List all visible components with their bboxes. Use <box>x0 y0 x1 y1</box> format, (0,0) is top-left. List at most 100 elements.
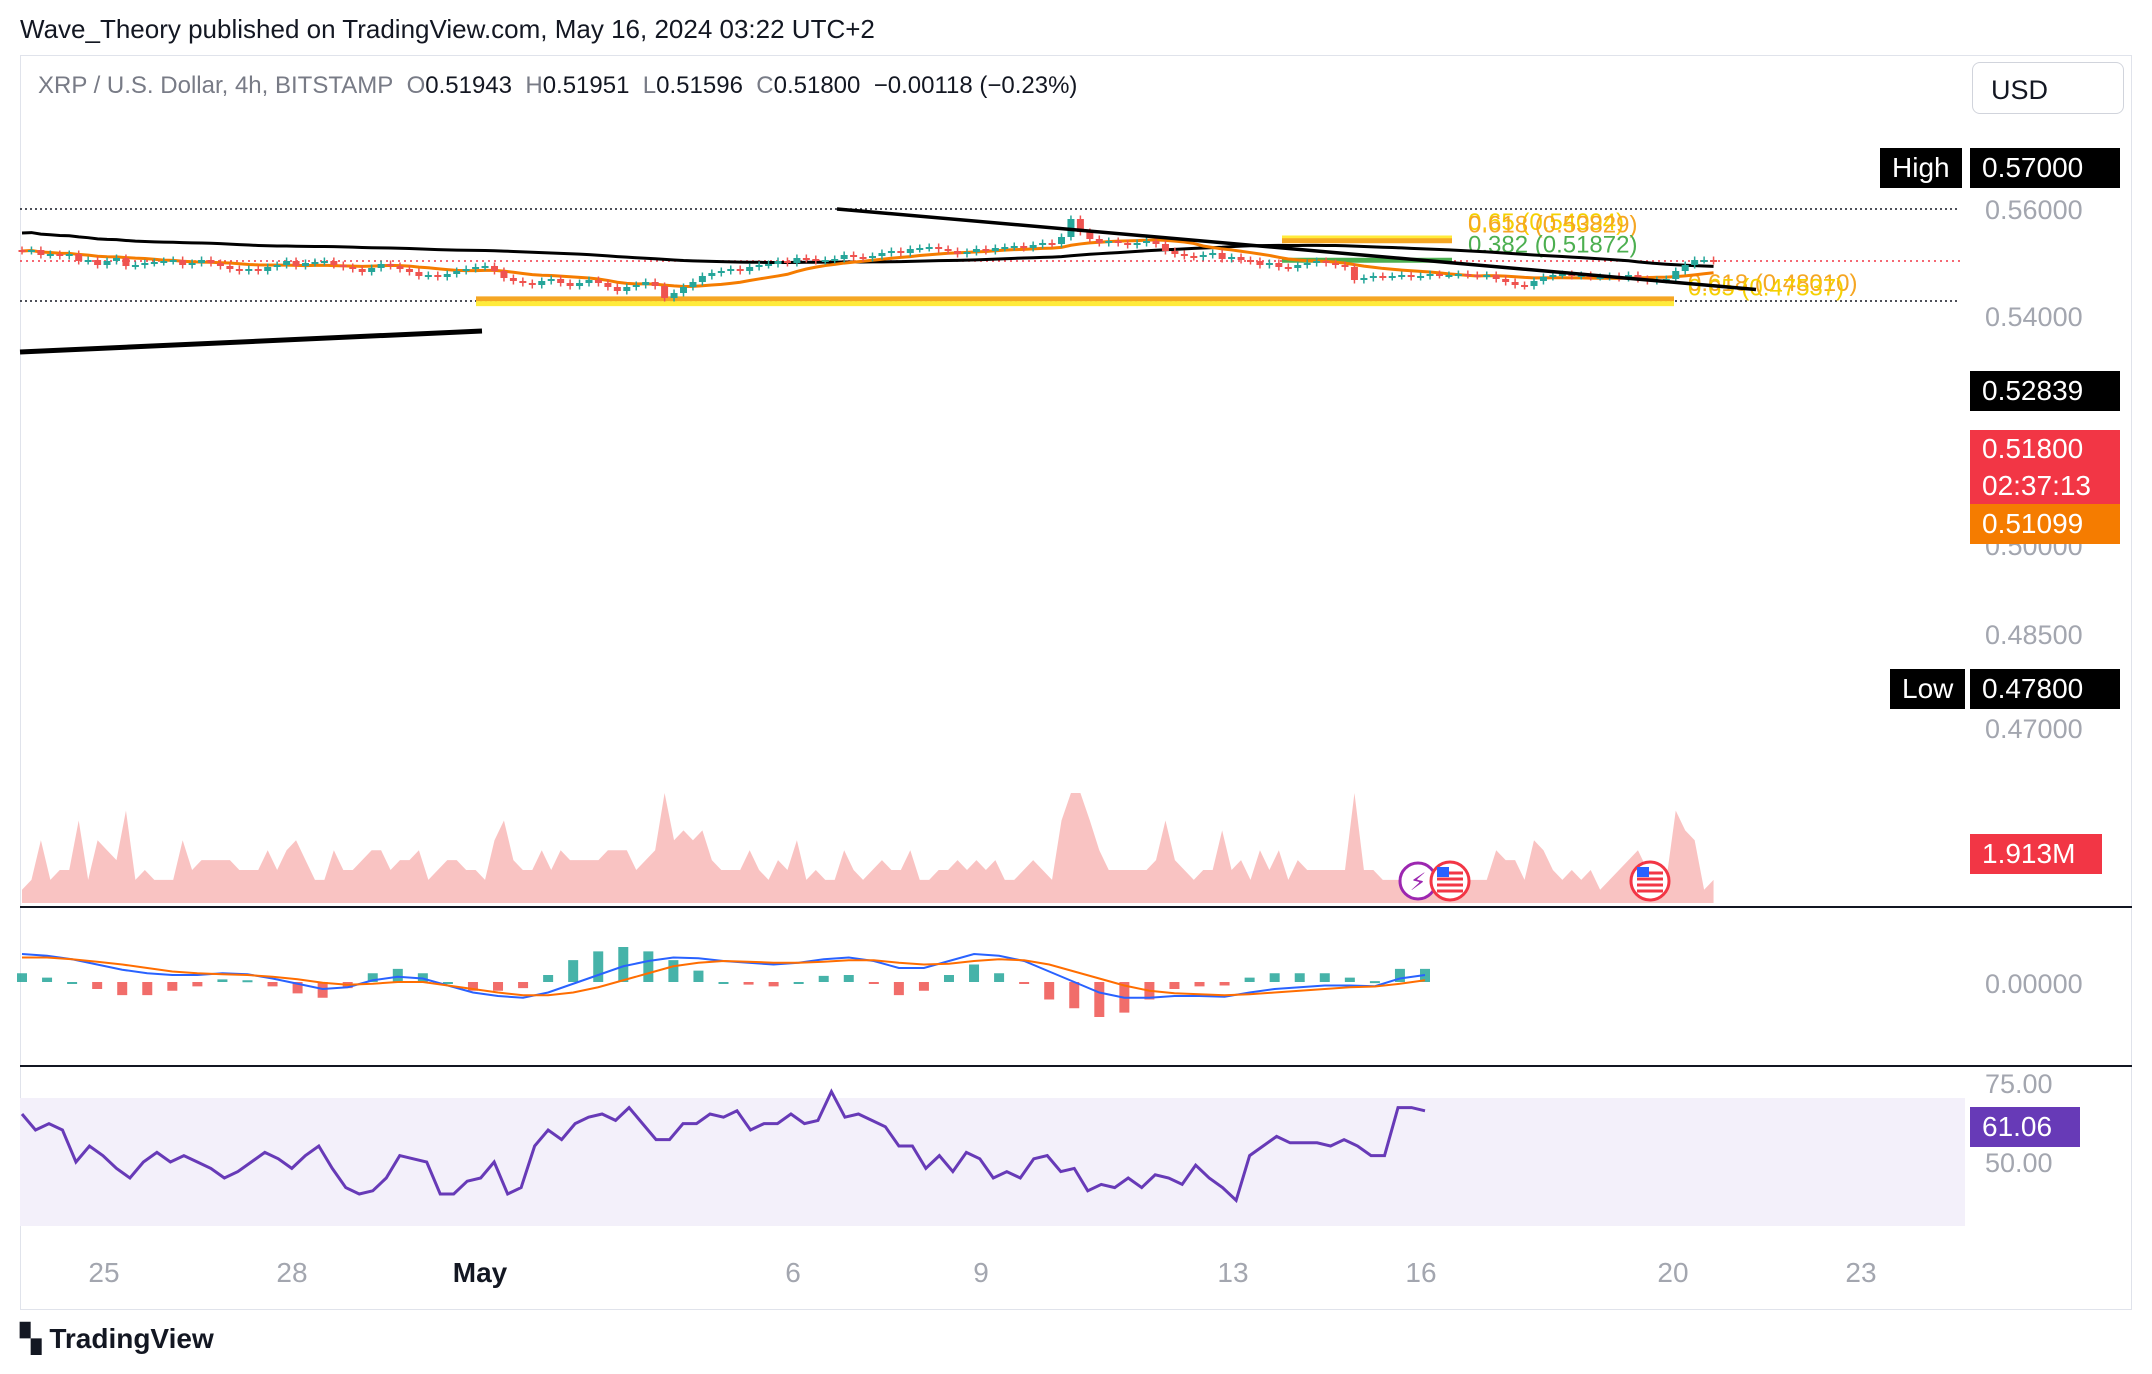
price-axis-tick: 0.47000 <box>1985 714 2083 744</box>
candle-body <box>689 282 697 287</box>
candle-body <box>755 265 763 267</box>
macd-histogram-bar <box>969 964 980 982</box>
candle-body <box>1275 263 1283 267</box>
candle-body <box>424 275 432 277</box>
rsi-band <box>20 1098 1965 1226</box>
candle-body <box>216 263 224 266</box>
macd-histogram-bar <box>1094 982 1105 1017</box>
candle-body <box>528 283 536 285</box>
candle-body <box>1256 261 1264 265</box>
macd-histogram-bar <box>818 975 829 982</box>
candle-body <box>1029 245 1037 248</box>
candle-body <box>557 279 565 283</box>
candle-body <box>1105 241 1113 243</box>
candle-body <box>935 247 943 249</box>
candle-body <box>18 250 26 252</box>
macd-histogram-bar <box>1319 973 1330 982</box>
last-price-tag: 0.51800 <box>1970 430 2120 468</box>
macd-histogram-bar <box>943 975 954 982</box>
publisher-caption: Wave_Theory published on TradingView.com… <box>20 14 875 44</box>
candle-body <box>1511 282 1519 285</box>
rsi-line <box>20 1088 1426 1204</box>
candle-body <box>368 268 376 272</box>
rsi-axis-tick: 75.00 <box>1985 1069 2053 1099</box>
candle-body <box>292 261 300 266</box>
candle-body <box>94 260 102 265</box>
candle-body <box>878 253 886 256</box>
close-label: C <box>756 72 774 99</box>
candle-body <box>783 261 791 263</box>
candle-body <box>1473 275 1481 277</box>
macd-histogram-bar <box>868 982 879 984</box>
candle-body <box>245 269 253 271</box>
tradingview-logo[interactable]: ▚ TradingView <box>20 1322 214 1355</box>
change-value: −0.00118 (−0.23%) <box>873 72 1078 99</box>
candle-body <box>576 283 584 286</box>
candle-body <box>812 259 820 261</box>
candle-body <box>1124 243 1132 245</box>
candle-body <box>1199 255 1207 257</box>
candle-body <box>972 249 980 252</box>
candle-body <box>1454 274 1462 276</box>
macd-histogram-bar <box>1044 982 1055 1000</box>
candle-body <box>1407 275 1415 277</box>
currency-button[interactable]: USD <box>1972 62 2124 114</box>
candle-body <box>1218 253 1226 259</box>
macd-histogram-bar <box>142 982 153 996</box>
macd-histogram-bar <box>167 982 178 991</box>
candle-body <box>150 262 158 264</box>
macd-histogram-bar <box>718 982 729 984</box>
candle-body <box>869 256 876 258</box>
macd-histogram-bar <box>543 975 554 982</box>
candle-body <box>642 282 650 285</box>
candle-body <box>1048 243 1056 245</box>
macd-histogram-bar <box>467 982 478 991</box>
candle-body <box>46 254 54 256</box>
candle-body <box>954 251 962 254</box>
open-value: 0.51943 <box>425 72 512 99</box>
candle-body <box>963 252 971 254</box>
price-axis-tick: 0.54000 <box>1985 302 2083 332</box>
macd-histogram-bar <box>693 970 704 982</box>
candle-body <box>1634 275 1642 279</box>
candle-body <box>453 271 461 274</box>
signal-line <box>22 956 1426 997</box>
date-axis-tick: 16 <box>1405 1257 1436 1288</box>
open-label: O <box>406 72 426 99</box>
candle-body <box>1133 243 1141 245</box>
candle-body <box>500 271 508 278</box>
candle-body <box>1237 257 1245 260</box>
candle-body <box>491 266 498 271</box>
candle-body <box>1530 281 1538 286</box>
candle-body <box>1436 274 1443 276</box>
candle-body <box>821 260 829 262</box>
candle-body <box>566 283 574 286</box>
rsi-axis-tick: 50.00 <box>1985 1148 2053 1178</box>
candle-body <box>982 249 990 251</box>
candle-body <box>415 272 423 276</box>
candle-body <box>358 269 366 272</box>
fib-level-label: 0.382 (0.51872) <box>1468 231 1637 258</box>
macd-histogram-bar <box>1194 982 1205 987</box>
candle-body <box>1190 256 1198 258</box>
candle-body <box>56 254 64 256</box>
close-value: 0.51800 <box>773 72 861 99</box>
macd-histogram-bar <box>1369 981 1380 984</box>
candle-body <box>207 260 215 263</box>
fib-level-label: 0.65 (0.47537) <box>1688 275 1844 302</box>
candle-body <box>1445 275 1453 277</box>
macd-histogram-bar <box>67 982 78 984</box>
candle-body <box>680 287 687 293</box>
macd-histogram-bar <box>42 977 53 982</box>
candle-body <box>405 269 413 272</box>
candle-body <box>774 261 782 264</box>
candle-body <box>1417 276 1425 278</box>
macd-histogram-bar <box>994 973 1005 982</box>
candle-body <box>1492 275 1500 279</box>
candle-body <box>1086 232 1094 239</box>
candle-body <box>113 258 120 261</box>
candle-body <box>226 266 234 269</box>
candle-body <box>1625 275 1632 278</box>
high-tag-label: High <box>1880 148 1962 188</box>
candle-body <box>670 293 678 298</box>
